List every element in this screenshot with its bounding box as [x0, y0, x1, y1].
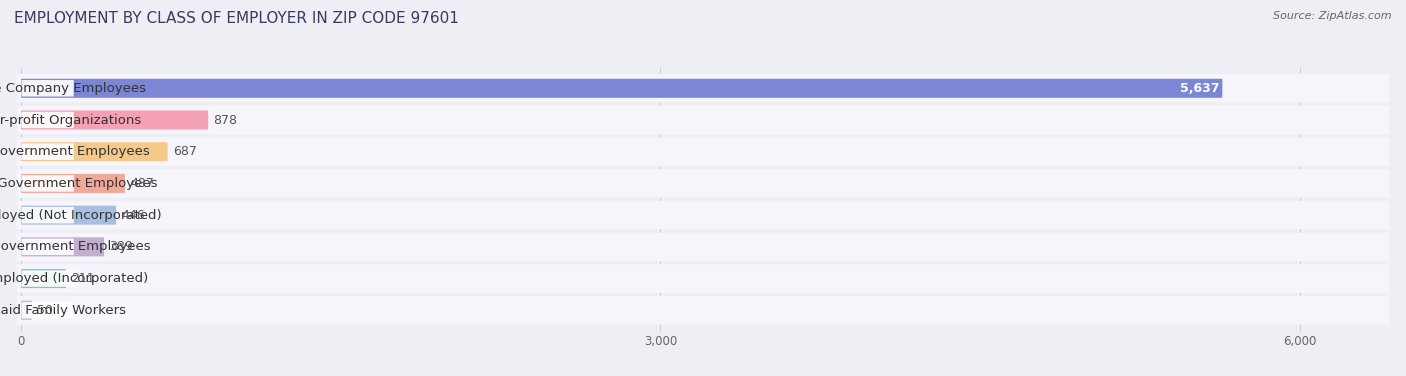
Text: Not-for-profit Organizations: Not-for-profit Organizations [0, 114, 142, 126]
Text: 878: 878 [214, 114, 238, 126]
FancyBboxPatch shape [21, 270, 73, 287]
Text: Private Company Employees: Private Company Employees [0, 82, 146, 95]
FancyBboxPatch shape [21, 144, 73, 160]
Text: Federal Government Employees: Federal Government Employees [0, 177, 157, 190]
FancyBboxPatch shape [21, 174, 125, 193]
Text: 5,637: 5,637 [1180, 82, 1219, 95]
FancyBboxPatch shape [21, 79, 1222, 98]
FancyBboxPatch shape [17, 138, 1389, 166]
FancyBboxPatch shape [21, 301, 32, 320]
Text: 446: 446 [121, 209, 145, 221]
FancyBboxPatch shape [21, 112, 73, 128]
Text: 487: 487 [131, 177, 155, 190]
FancyBboxPatch shape [21, 80, 73, 97]
FancyBboxPatch shape [21, 302, 73, 318]
Text: 50: 50 [37, 304, 53, 317]
Text: State Government Employees: State Government Employees [0, 240, 150, 253]
Text: Self-Employed (Not Incorporated): Self-Employed (Not Incorporated) [0, 209, 162, 221]
FancyBboxPatch shape [17, 74, 1389, 103]
FancyBboxPatch shape [21, 175, 73, 192]
FancyBboxPatch shape [21, 111, 208, 129]
Text: 389: 389 [110, 240, 134, 253]
FancyBboxPatch shape [21, 206, 117, 224]
FancyBboxPatch shape [21, 237, 104, 256]
FancyBboxPatch shape [17, 106, 1389, 134]
FancyBboxPatch shape [21, 269, 66, 288]
FancyBboxPatch shape [17, 169, 1389, 198]
FancyBboxPatch shape [17, 264, 1389, 293]
Text: Unpaid Family Workers: Unpaid Family Workers [0, 304, 127, 317]
Text: Source: ZipAtlas.com: Source: ZipAtlas.com [1274, 11, 1392, 21]
Text: Local Government Employees: Local Government Employees [0, 145, 150, 158]
FancyBboxPatch shape [21, 239, 73, 255]
FancyBboxPatch shape [21, 142, 167, 161]
Text: 211: 211 [72, 272, 96, 285]
FancyBboxPatch shape [21, 207, 73, 223]
Text: Self-Employed (Incorporated): Self-Employed (Incorporated) [0, 272, 148, 285]
Text: 687: 687 [173, 145, 197, 158]
Text: EMPLOYMENT BY CLASS OF EMPLOYER IN ZIP CODE 97601: EMPLOYMENT BY CLASS OF EMPLOYER IN ZIP C… [14, 11, 458, 26]
FancyBboxPatch shape [17, 201, 1389, 229]
FancyBboxPatch shape [17, 233, 1389, 261]
FancyBboxPatch shape [17, 296, 1389, 324]
